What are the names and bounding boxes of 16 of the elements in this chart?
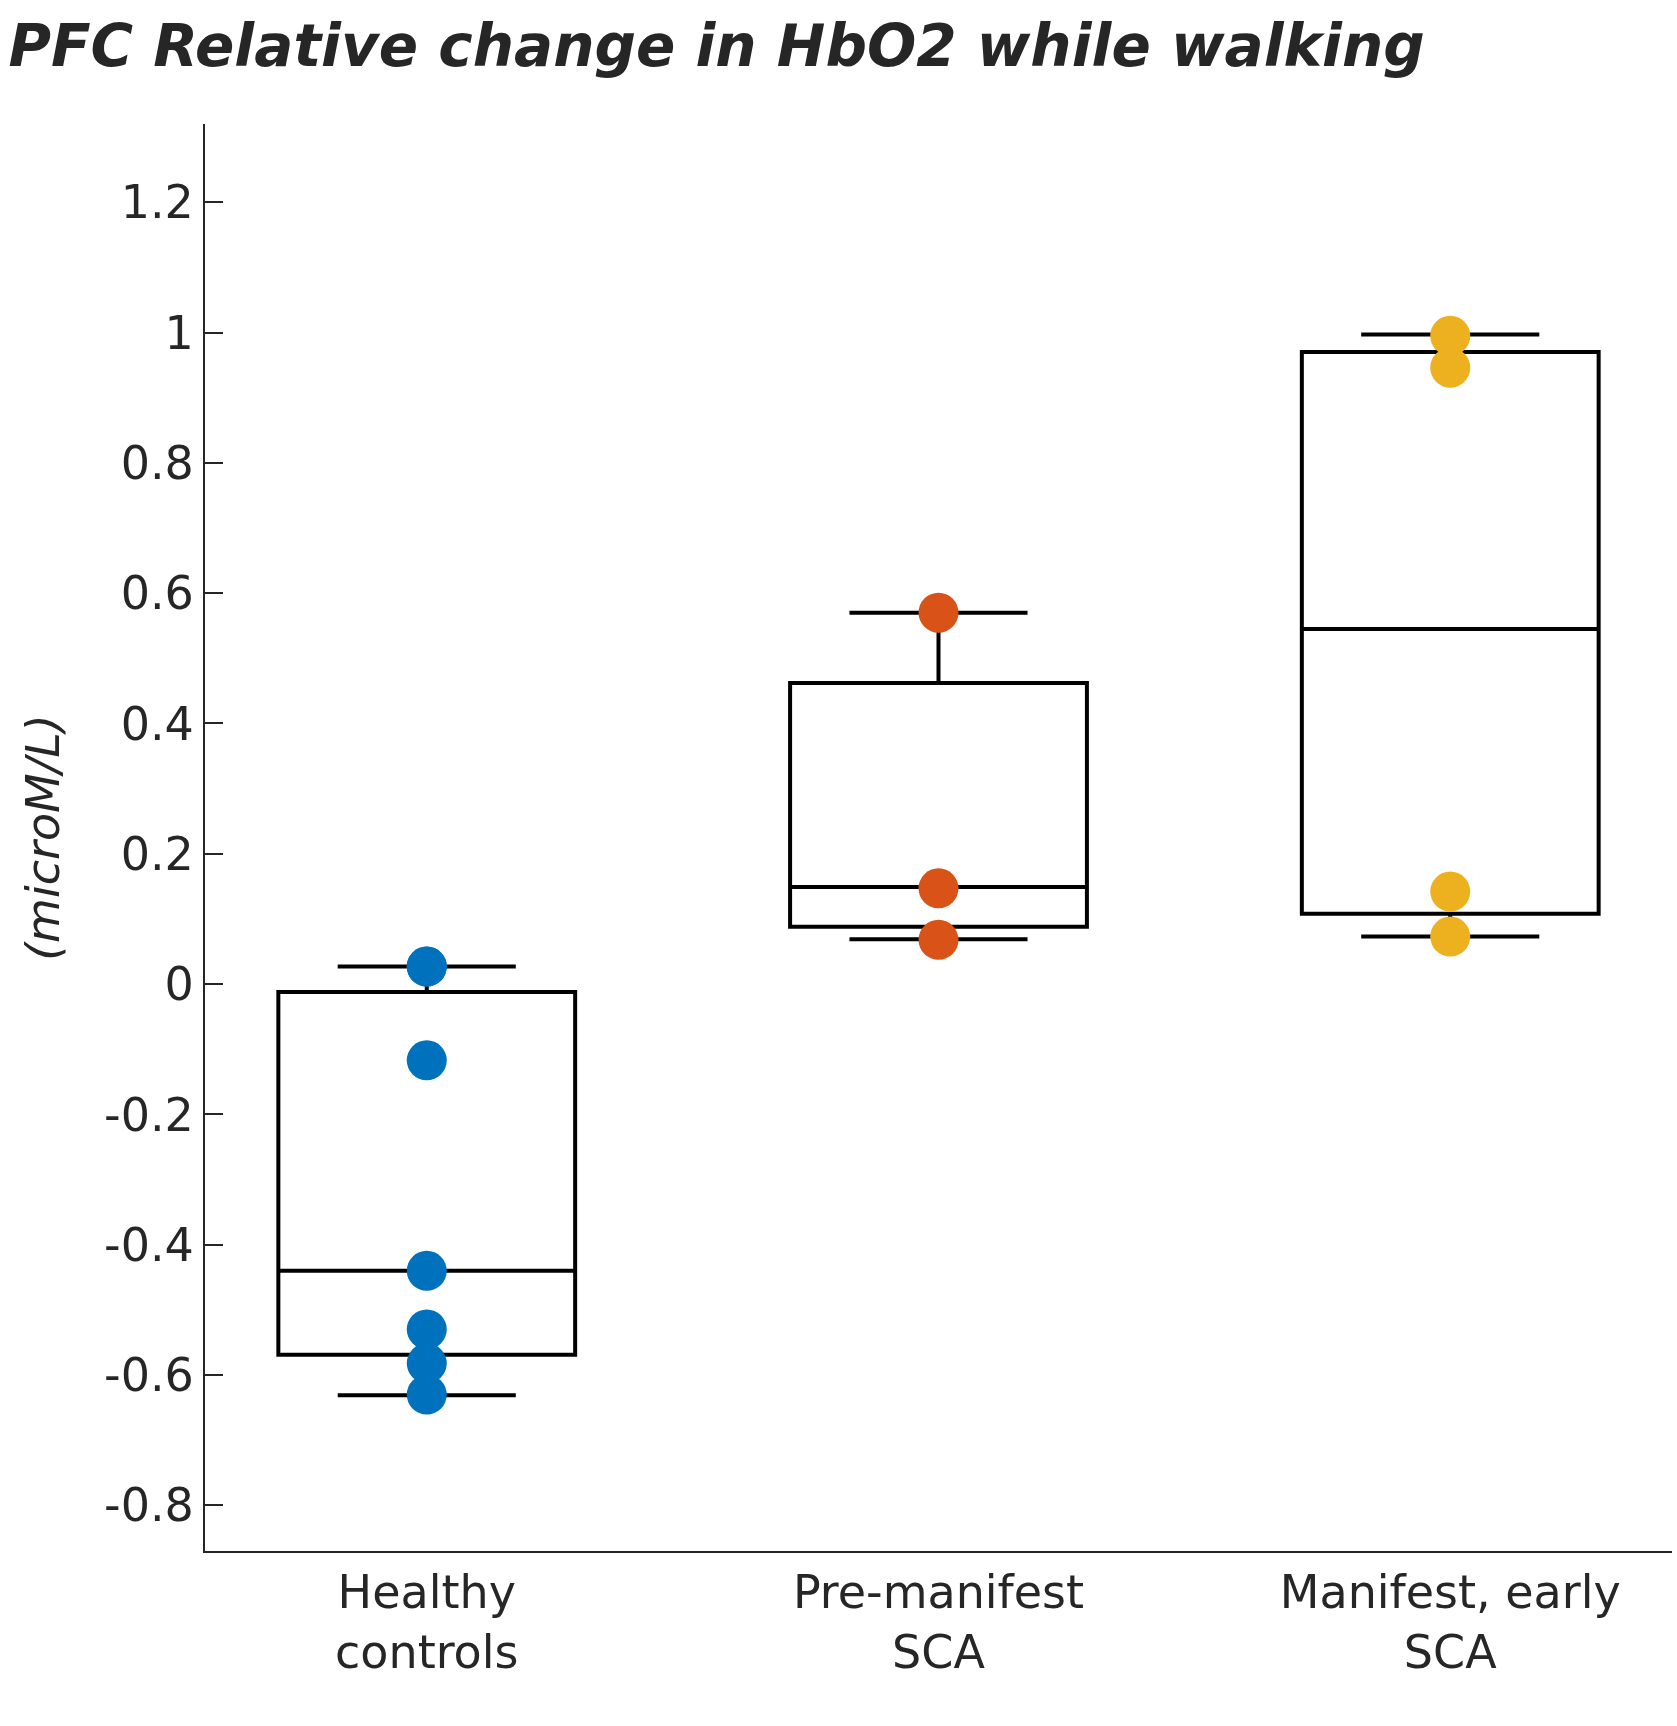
y-axis-title: (microM/L) [15,714,70,961]
y-tick-label: 0.8 [120,435,194,490]
y-tick-label: 1.2 [120,175,194,230]
y-tick-label: 0 [164,957,194,1012]
y-tick-label: -0.8 [104,1478,194,1533]
x-tick-label: Pre-manifest SCA [792,1565,1085,1679]
y-tick-label: 0.4 [120,696,194,751]
y-tick-label: 0.6 [120,566,194,621]
y-tick-label: -0.2 [104,1087,194,1142]
y-tick-label: 1 [164,305,194,360]
x-tick-label: Manifest, early SCA [1279,1565,1621,1679]
x-tick-label: Healthy controls [335,1565,519,1679]
chart-title: PFC Relative change in HbO2 while walking [8,12,1425,81]
y-tick-label: -0.6 [104,1348,194,1403]
y-tick-label: -0.4 [104,1217,194,1272]
y-tick-label: 0.2 [120,826,194,881]
